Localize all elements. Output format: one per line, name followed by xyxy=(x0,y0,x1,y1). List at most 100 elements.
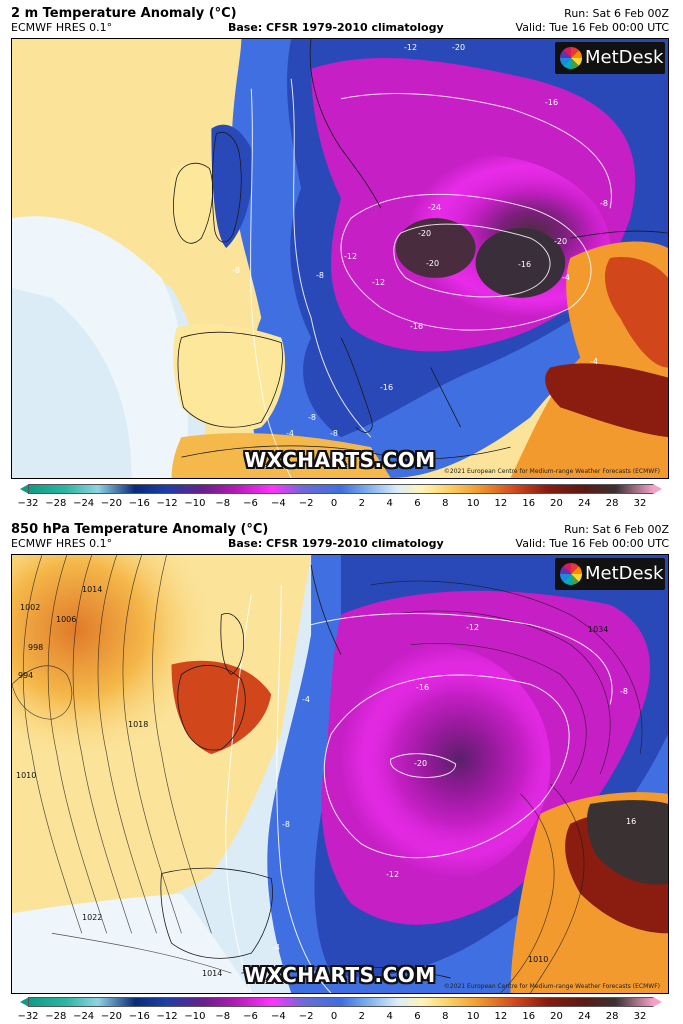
contour-label: 1014 xyxy=(202,969,223,978)
contour-label: -24 xyxy=(428,203,442,212)
contour-label: 998 xyxy=(28,643,44,652)
contour-label: -4 xyxy=(302,695,310,704)
colorbar-tick: −32 xyxy=(17,498,39,509)
colorbar-ticks: −32 −28 −24 −20 −16 −12 −10 −8 −6 −4 −2 … xyxy=(17,497,646,510)
colorbar-tick: −12 xyxy=(156,1011,178,1022)
colorbar-tick: 28 xyxy=(605,1011,619,1022)
contour-label: -20 xyxy=(426,259,440,268)
colorbar-tick: 32 xyxy=(633,1011,647,1022)
contour-label: -8 xyxy=(282,820,290,829)
contour-label: -16 xyxy=(410,322,424,331)
panel-title: 2 m Temperature Anomaly (°C) xyxy=(11,6,237,21)
panel-header: 850 hPa Temperature Anomaly (°C) ECMWF H… xyxy=(11,522,669,554)
contour-label: -4 xyxy=(590,357,598,366)
colorbar-tick: −20 xyxy=(100,1011,122,1022)
colorbar-gradient xyxy=(28,997,654,1007)
colorbar-tick: 8 xyxy=(442,1011,449,1022)
colorbar-ticks: −32 −28 −24 −20 −16 −12 −10 −8 −6 −4 −2 … xyxy=(17,1010,646,1023)
metdesk-icon xyxy=(559,46,583,70)
contour-label: -12 xyxy=(466,623,480,632)
metdesk-logo-text: MetDesk xyxy=(585,47,664,68)
metdesk-logo-text: MetDesk xyxy=(585,563,664,584)
contour-label: 1002 xyxy=(20,603,41,612)
colorbar-tick: −6 xyxy=(243,498,258,509)
base-label: Base: CFSR 1979-2010 climatology xyxy=(228,21,444,34)
contour-label: 1010 xyxy=(16,771,37,780)
contour-label: -8 xyxy=(330,429,338,438)
colorbar-tick: −4 xyxy=(270,1011,286,1022)
colorbar-tick: 10 xyxy=(466,498,480,509)
colorbar-tick: 32 xyxy=(633,498,647,509)
colorbar-tick: 8 xyxy=(442,498,449,509)
contour-label: -8 xyxy=(316,271,324,280)
base-label: Base: CFSR 1979-2010 climatology xyxy=(228,537,444,550)
anomaly-map: -12 -20 -16 -8 -24 -20 -20 -20 -16 -12 -… xyxy=(11,38,669,479)
colorbar-tick: −16 xyxy=(128,1011,150,1022)
copyright: ©2021 European Centre for Medium-range W… xyxy=(443,983,660,990)
colorbar-tick: −28 xyxy=(45,498,67,509)
colorbar-tick: 4 xyxy=(386,498,393,509)
contour-label: -20 xyxy=(452,43,466,52)
colorbar-min-arrow xyxy=(20,997,29,1007)
watermark: WXCHARTS.COM xyxy=(244,963,436,987)
panel-title: 850 hPa Temperature Anomaly (°C) xyxy=(11,522,269,537)
metdesk-logo: MetDesk xyxy=(555,558,665,590)
contour-label: 1006 xyxy=(56,615,77,624)
contour-label: 1014 xyxy=(82,585,103,594)
colorbar-tick: 20 xyxy=(550,498,563,509)
colorbar xyxy=(20,484,662,494)
valid-label: Valid: Tue 16 Feb 00:00 UTC xyxy=(515,537,669,550)
colorbar-tick: −16 xyxy=(128,498,150,509)
watermark: WXCHARTS.COM xyxy=(244,448,436,472)
contour-label: -16 xyxy=(518,260,532,269)
colorbar-tick: 12 xyxy=(494,1011,508,1022)
colorbar-tick: −28 xyxy=(45,1011,67,1022)
contour-label: -20 xyxy=(414,759,428,768)
colorbar xyxy=(20,997,662,1007)
contour-label: -8 xyxy=(308,413,316,422)
contour-label: -4 xyxy=(286,429,294,438)
contour-label: -20 xyxy=(418,229,432,238)
metdesk-logo: MetDesk xyxy=(555,42,665,74)
contour-label: 16 xyxy=(626,817,637,826)
colorbar-tick: 6 xyxy=(414,1011,421,1022)
colorbar-tick: −24 xyxy=(73,1011,95,1022)
colorbar-tick: −20 xyxy=(100,498,122,509)
colorbar-tick: 24 xyxy=(577,1011,591,1022)
contour-label: -8 xyxy=(232,266,240,275)
colorbar-tick: −2 xyxy=(298,498,314,509)
colorbar-tick: 0 xyxy=(330,498,338,509)
colorbar-tick: 20 xyxy=(550,1011,563,1022)
contour-label: 1018 xyxy=(128,720,149,729)
colorbar-tick: 2 xyxy=(358,1011,365,1022)
contour-label: -12 xyxy=(386,870,400,879)
colorbar-tick: −6 xyxy=(243,1011,258,1022)
colorbar-tick: 4 xyxy=(386,1011,393,1022)
colorbar-tick: −10 xyxy=(184,498,206,509)
colorbar-tick: −4 xyxy=(270,498,286,509)
colorbar-tick: −8 xyxy=(215,498,231,509)
colorbar-tick: 28 xyxy=(605,498,619,509)
colorbar-gradient xyxy=(28,484,654,494)
contour-label: -16 xyxy=(416,683,430,692)
model-label: ECMWF HRES 0.1° xyxy=(11,537,113,550)
colorbar-tick: −24 xyxy=(73,498,95,509)
anomaly-map: 1002 1006 1014 998 994 1018 1010 1022 10… xyxy=(11,554,669,994)
contour-label: -20 xyxy=(554,237,568,246)
panel-2m-anomaly: 2 m Temperature Anomaly (°C) ECMWF HRES … xyxy=(11,6,669,510)
colorbar-tick: 12 xyxy=(494,498,508,509)
panel-header: 2 m Temperature Anomaly (°C) ECMWF HRES … xyxy=(11,6,669,38)
colorbar-max-arrow xyxy=(653,484,662,494)
contour-label: -4 xyxy=(272,943,280,952)
contour-label: -4 xyxy=(562,273,570,282)
panel-850hpa-anomaly: 850 hPa Temperature Anomaly (°C) ECMWF H… xyxy=(0,516,683,1024)
contour-label: 994 xyxy=(18,671,34,680)
contour-label: -16 xyxy=(545,98,559,107)
colorbar-tick: 16 xyxy=(522,498,536,509)
colorbar-tick: −10 xyxy=(184,1011,206,1022)
contour-label: -12 xyxy=(404,43,418,52)
contour-label: -12 xyxy=(344,252,358,261)
colorbar-min-arrow xyxy=(20,484,29,494)
colorbar-tick: 10 xyxy=(466,1011,480,1022)
metdesk-icon xyxy=(559,562,583,586)
